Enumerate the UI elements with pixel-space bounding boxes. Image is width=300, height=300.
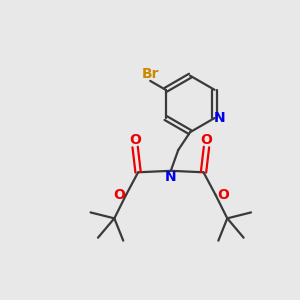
- Text: O: O: [200, 134, 212, 148]
- Text: N: N: [214, 111, 226, 125]
- Text: O: O: [113, 188, 125, 202]
- Text: O: O: [129, 134, 141, 148]
- Text: Br: Br: [142, 68, 159, 81]
- Text: N: N: [165, 170, 177, 184]
- Text: O: O: [217, 188, 229, 202]
